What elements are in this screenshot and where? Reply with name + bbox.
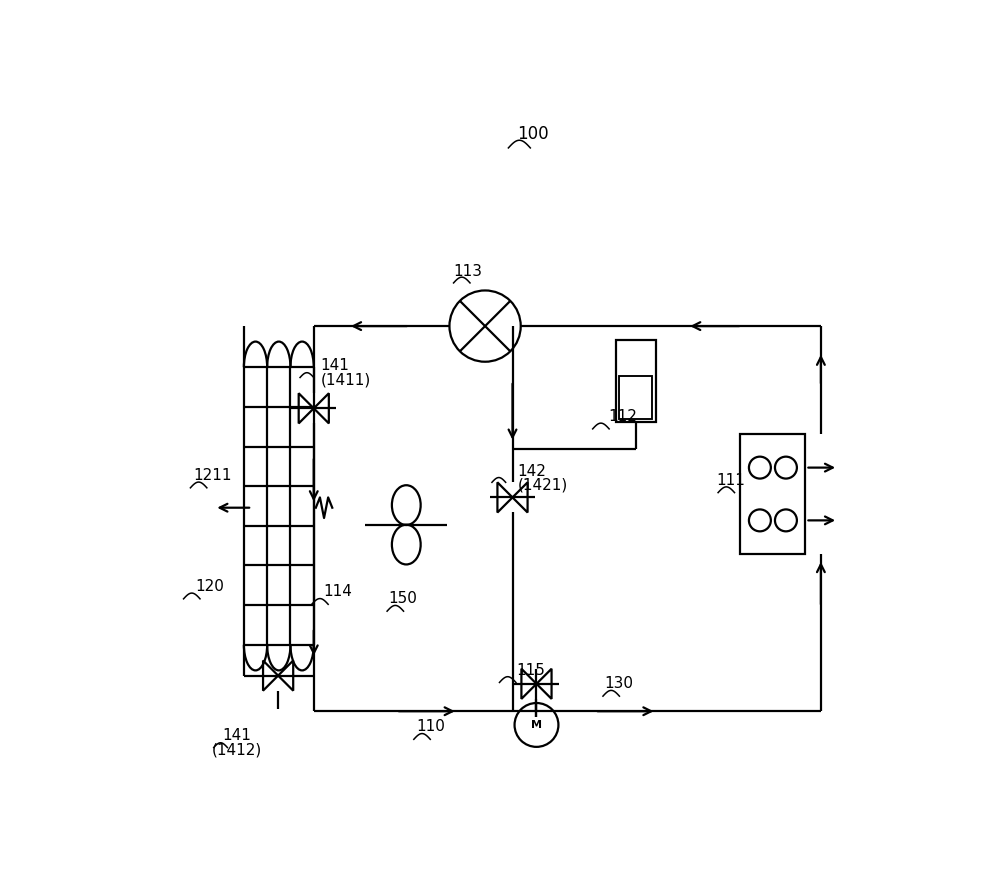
Bar: [619, 376, 652, 418]
Text: 112: 112: [608, 409, 637, 424]
Text: 142: 142: [517, 464, 546, 479]
Text: 141: 141: [223, 728, 251, 743]
Text: 1211: 1211: [193, 468, 232, 483]
Text: (1411): (1411): [321, 372, 371, 387]
Text: 120: 120: [196, 579, 225, 594]
Text: 115: 115: [516, 663, 545, 677]
Text: 114: 114: [323, 585, 352, 600]
Bar: [740, 434, 805, 554]
Text: 141: 141: [321, 359, 349, 373]
Text: 110: 110: [416, 719, 445, 734]
Text: M: M: [531, 720, 542, 730]
Text: 100: 100: [517, 125, 549, 143]
Text: (1412): (1412): [212, 742, 262, 757]
Text: 113: 113: [453, 263, 482, 279]
Text: 130: 130: [604, 676, 633, 692]
Bar: [616, 340, 656, 422]
Text: (1421): (1421): [517, 478, 568, 492]
Text: 150: 150: [388, 591, 417, 606]
Text: 111: 111: [717, 473, 746, 488]
